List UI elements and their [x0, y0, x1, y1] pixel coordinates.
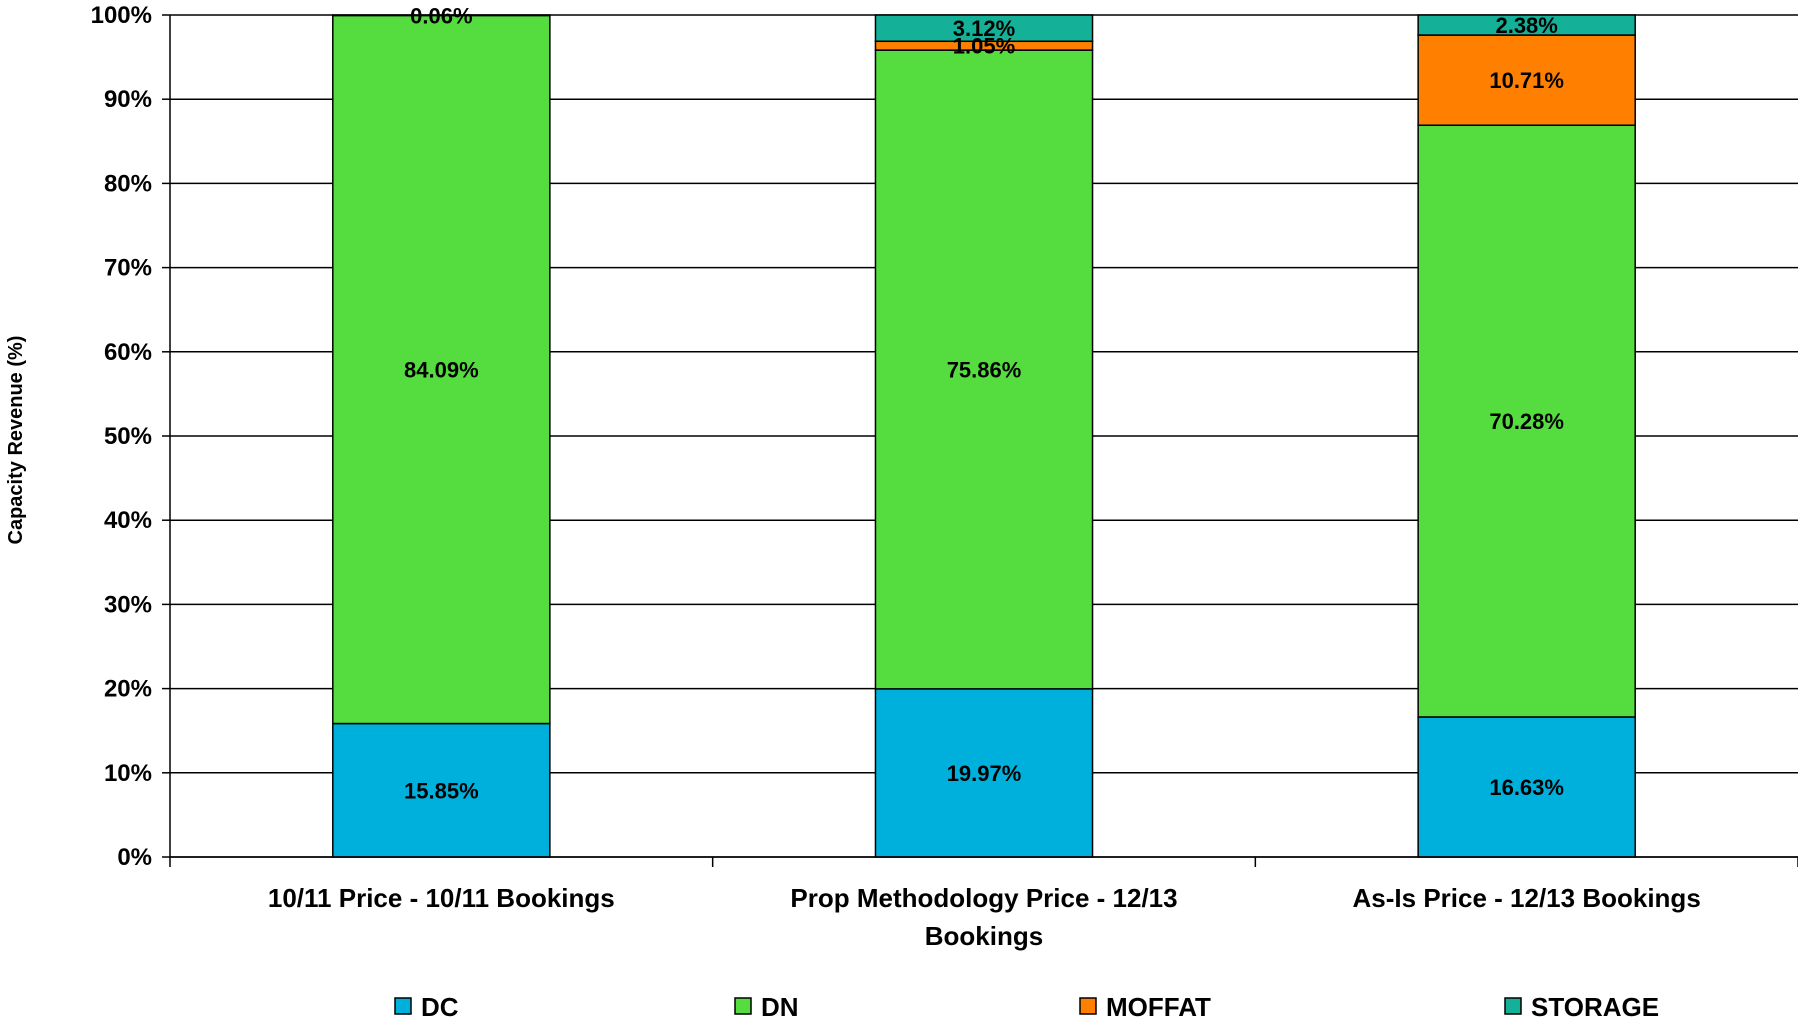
- data-label: 70.28%: [1489, 409, 1564, 434]
- legend-label: DN: [761, 992, 799, 1022]
- legend-swatch-dn: [734, 997, 752, 1015]
- legend-swatch-moffat: [1079, 997, 1097, 1015]
- legend-label: MOFFAT: [1106, 992, 1211, 1022]
- y-tick-label: 90%: [104, 86, 152, 113]
- y-tick-label: 10%: [104, 760, 152, 787]
- y-tick-label: 70%: [104, 255, 152, 282]
- axes: [162, 14, 1798, 867]
- y-tick-label: 40%: [104, 507, 152, 534]
- legend-label: STORAGE: [1531, 992, 1659, 1022]
- legend-swatch-dc: [394, 997, 412, 1015]
- bar-segment-dc: [332, 722, 551, 858]
- y-tick-label: 30%: [104, 591, 152, 618]
- legend-label: DC: [421, 992, 459, 1022]
- data-labels: 15.85% 84.09% 0.06% 19.97% 75.86% 1.05%3.12% 1…: [404, 3, 1564, 803]
- legend: DC DN MOFFAT STORAGE: [394, 992, 1659, 1022]
- data-label: 10.71%: [1489, 68, 1564, 93]
- data-label: 84.09%: [404, 358, 479, 383]
- bar-segment-dc: [874, 688, 1094, 858]
- y-tick-label: 80%: [104, 170, 152, 197]
- bar-segment-dn: [1417, 124, 1636, 718]
- x-tick-label: As-Is Price - 12/13 Bookings: [1353, 883, 1701, 913]
- bars: [332, 14, 1636, 858]
- data-label: 75.86%: [947, 357, 1022, 382]
- data-label: 0.06%: [410, 3, 472, 28]
- bar-segment-storage: [1417, 14, 1636, 36]
- y-tick-labels: 0% 10% 20% 30% 40% 50% 60% 70% 80% 90% 100%: [91, 2, 152, 871]
- y-tick-label: 50%: [104, 423, 152, 450]
- x-tick-label: Prop Methodology Price - 12/13: [790, 883, 1177, 913]
- y-axis-label: Capacity Revenue (%): [5, 336, 27, 545]
- data-label: 2.38%: [1495, 13, 1557, 38]
- y-tick-label: 0%: [117, 844, 152, 871]
- data-label: 19.97%: [947, 761, 1022, 786]
- data-label: 16.63%: [1489, 775, 1564, 800]
- bar-segment-dc: [1417, 716, 1636, 858]
- y-tick-label: 20%: [104, 676, 152, 703]
- bar-segment-moffat: [1417, 34, 1636, 126]
- data-label: 3.12%: [953, 16, 1015, 41]
- bar-segment-dn: [874, 49, 1094, 690]
- bar-segment-storage: [332, 14, 551, 17]
- legend-swatch-storage: [1504, 997, 1522, 1015]
- y-tick-label: 100%: [91, 2, 152, 29]
- x-tick-label: 10/11 Price - 10/11 Bookings: [268, 883, 615, 913]
- x-tick-label: Bookings: [925, 921, 1043, 951]
- y-tick-label: 60%: [104, 339, 152, 366]
- x-tick-labels: 10/11 Price - 10/11 Bookings Prop Methodo…: [268, 883, 1701, 951]
- bar-segment-dn: [332, 14, 551, 725]
- data-label: 1.05%: [953, 34, 1015, 59]
- data-label: 15.85%: [404, 778, 479, 803]
- bar-segment-storage: [874, 14, 1094, 43]
